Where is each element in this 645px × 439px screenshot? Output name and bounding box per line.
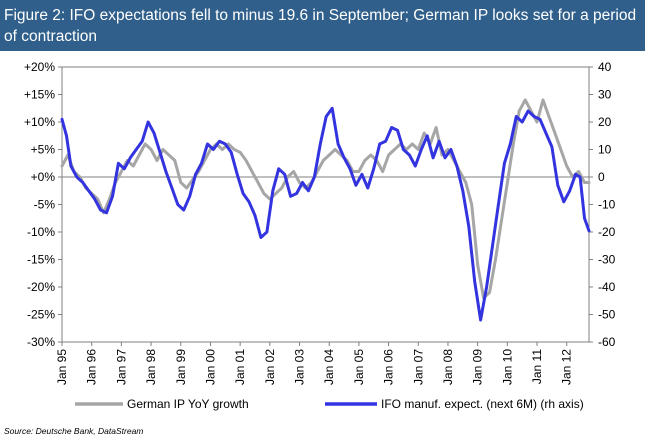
x-axis-tick-label: Jan 01 xyxy=(233,349,247,385)
right-axis-tick-label: 20 xyxy=(598,115,612,129)
figure-title-bar: Figure 2: IFO expectations fell to minus… xyxy=(0,0,645,51)
left-axis-tick-label: -25% xyxy=(27,308,55,322)
left-axis-tick-label: -20% xyxy=(27,280,55,294)
left-axis-tick-label: -5% xyxy=(34,198,56,212)
right-axis-tick-label: 30 xyxy=(598,88,612,102)
x-axis-tick-label: Jan 02 xyxy=(263,349,277,385)
right-axis-tick-label: 10 xyxy=(598,143,612,157)
x-axis-tick-label: Jan 06 xyxy=(382,349,396,385)
left-axis-tick-label: +5% xyxy=(31,143,56,157)
series-line-german-ip xyxy=(60,98,591,300)
x-axis-tick-label: Jan 07 xyxy=(411,349,425,385)
right-axis-tick-label: 0 xyxy=(598,170,605,184)
right-axis-tick-label: -30 xyxy=(598,253,616,267)
left-axis-tick-label: +10% xyxy=(24,115,55,129)
left-axis-tick-label: -15% xyxy=(27,253,55,267)
right-axis-tick-label: -40 xyxy=(598,280,616,294)
figure-title: Figure 2: IFO expectations fell to minus… xyxy=(4,7,637,45)
right-axis-tick-label: 40 xyxy=(598,60,612,74)
x-axis-tick-label: Jan 12 xyxy=(560,349,574,385)
left-axis-tick-label: +0% xyxy=(31,170,56,184)
source-note: Source: Deutsche Bank, DataStream xyxy=(4,426,144,436)
right-axis-tick-label: -10 xyxy=(598,198,616,212)
right-axis-tick-label: -20 xyxy=(598,225,616,239)
x-axis-tick-label: Jan 03 xyxy=(293,349,307,385)
x-axis-tick-label: Jan 99 xyxy=(174,349,188,385)
x-axis-tick-label: Jan 10 xyxy=(500,349,514,385)
right-axis-tick-label: -60 xyxy=(598,335,616,349)
left-axis-tick-label: -10% xyxy=(27,225,55,239)
series-line-ifo-expectations xyxy=(60,106,591,322)
legend-ifo-expectations-label: IFO manuf. expect. (next 6M) (rh axis) xyxy=(381,397,584,411)
x-axis-tick-label: Jan 11 xyxy=(530,349,544,384)
line-chart: +20% +15% +10% +5% +0% -5% -10% -15% -20% -25% -30… xyxy=(24,60,616,411)
x-axis-tick-label: Jan 96 xyxy=(85,349,99,385)
x-axis-tick-label: Jan 05 xyxy=(352,349,366,385)
x-axis-tick-label: Jan 04 xyxy=(322,349,336,385)
plot-frame xyxy=(61,66,590,343)
x-axis-tick-label: Jan 98 xyxy=(144,349,158,385)
left-axis-tick-label: +15% xyxy=(24,88,55,102)
legend-german-ip-label: German IP YoY growth xyxy=(127,397,249,411)
x-axis-tick-label: Jan 95 xyxy=(55,349,69,385)
left-axis-tick-label: +20% xyxy=(24,60,55,74)
x-axis-tick-label: Jan 09 xyxy=(471,349,485,385)
x-axis-tick-label: Jan 08 xyxy=(441,349,455,385)
x-axis-tick-label: Jan 97 xyxy=(114,349,128,385)
x-axis-tick-label: Jan 00 xyxy=(203,349,217,385)
left-axis-tick-label: -30% xyxy=(27,335,55,349)
right-axis-tick-label: -50 xyxy=(598,308,616,322)
